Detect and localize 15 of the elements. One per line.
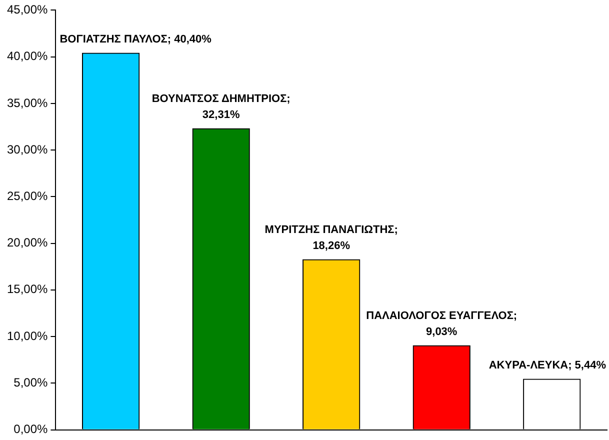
data-label: ΠΑΛΑΙΟΛΟΓΟΣ ΕΥΑΓΓΕΛΟΣ; 9,03% [366,310,518,338]
data-label: ΑΚΥΡΑ-ΛΕΥΚΑ; 5,44% [488,360,606,372]
y-tick-label: 40,00% [6,49,48,64]
y-tick-label: 10,00% [6,328,48,343]
data-label: ΒΟΓΙΑΤΖΗΣ ΠΑΥΛΟΣ; 40,40% [60,34,212,46]
y-tick-label: 20,00% [6,236,48,250]
y-tick-label: 0,00% [14,422,48,436]
y-tick-label: 25,00% [6,189,48,203]
y-tick-label: 5,00% [14,375,48,390]
y-tick-label: 45,00% [6,2,48,17]
y-tick-label: 35,00% [6,96,48,110]
data-label: ΒΟΥΝΑΤΣΟΣ ΔΗΜΗΤΡΙΟΣ; 32,31% [152,93,290,122]
y-tick-label: 30,00% [6,142,48,156]
y-tick-label: 15,00% [6,282,48,296]
data-label: ΜΥΡΙΤΖΗΣ ΠΑΝΑΓΙΩΤΗΣ; 18,26% [264,224,398,252]
